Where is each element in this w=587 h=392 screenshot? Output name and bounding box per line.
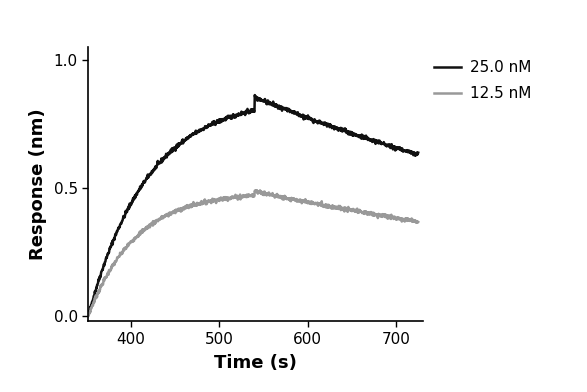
25.0 nM (85, 314, 92, 318)
Legend: 25.0 nM, 12.5 nM: 25.0 nM, 12.5 nM (434, 60, 532, 101)
X-axis label: Time (s): Time (s) (214, 354, 297, 372)
25.0 nM (381, 142, 388, 147)
12.5 nM (252, 188, 259, 192)
25.0 nM (389, 145, 396, 149)
25.0 nM (251, 93, 258, 98)
12.5 nM (279, 194, 286, 199)
25.0 nM (350, 132, 357, 136)
12.5 nM (316, 201, 323, 206)
25.0 nM (316, 119, 323, 123)
25.0 nM (278, 108, 285, 113)
12.5 nM (414, 220, 421, 224)
Y-axis label: Response (nm): Response (nm) (29, 109, 46, 260)
12.5 nM (389, 214, 396, 219)
12.5 nM (85, 314, 92, 318)
25.0 nM (414, 150, 421, 155)
12.5 nM (112, 260, 119, 265)
Line: 25.0 nM: 25.0 nM (88, 95, 418, 316)
12.5 nM (381, 212, 388, 217)
25.0 nM (112, 232, 119, 236)
12.5 nM (85, 312, 92, 317)
Line: 12.5 nM: 12.5 nM (88, 190, 418, 316)
12.5 nM (350, 209, 357, 214)
